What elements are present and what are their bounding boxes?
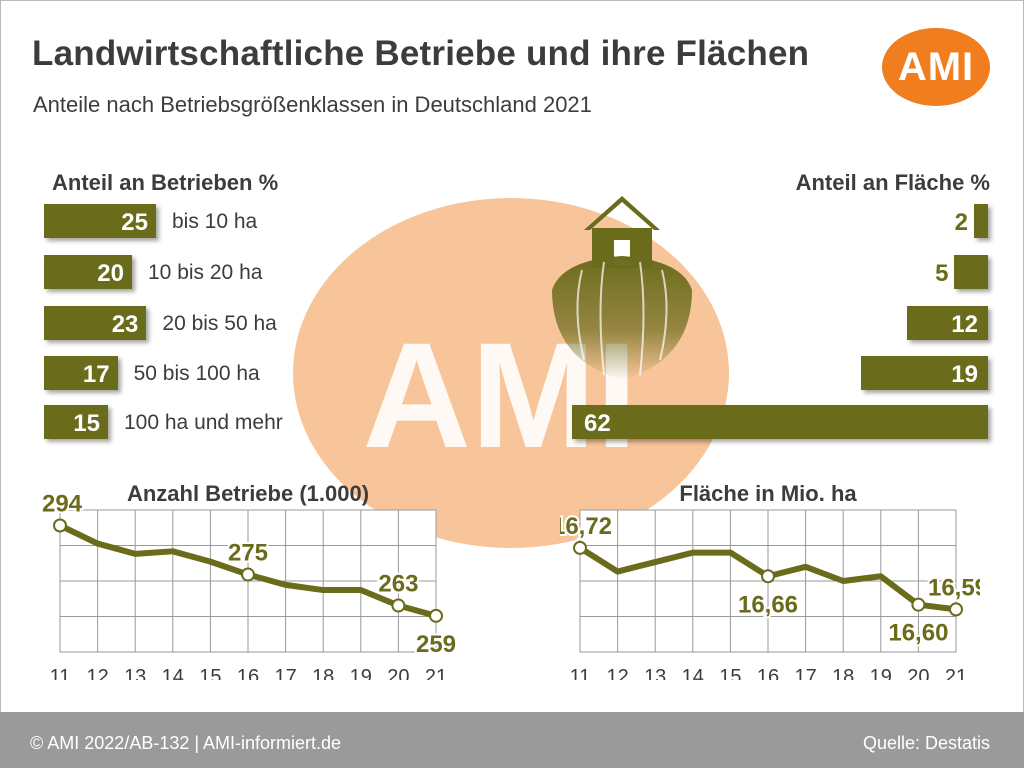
data-point-marker (949, 602, 963, 617)
x-tick-label: 19 (870, 666, 892, 680)
data-point-marker (573, 540, 587, 555)
x-tick-label: 15 (719, 666, 741, 680)
page-subtitle: Anteile nach Betriebsgrößenklassen in De… (33, 92, 592, 117)
left-bar-value: 20 (97, 260, 124, 287)
data-label: 263 (378, 571, 418, 598)
x-tick-label: 16 (757, 666, 779, 680)
footer-bar (0, 712, 1024, 768)
size-class-label: bis 10 ha (172, 210, 258, 233)
x-tick-label: 18 (312, 666, 334, 680)
left-bar-4: 15 (44, 405, 108, 439)
x-tick-label: 11 (570, 666, 591, 680)
line-chart-flaeche: Fläche in Mio. ha 11 12 13 14 15 16 17 18 19 20 21 1… (560, 481, 980, 680)
data-label: 275 (228, 540, 268, 567)
x-tick-label: 11 (50, 666, 71, 680)
x-tick-label: 16 (237, 666, 259, 680)
data-point-marker (429, 608, 443, 623)
data-point-marker (53, 518, 67, 533)
left-bar-value: 17 (82, 361, 110, 388)
right-bar-3: 19 (860, 356, 988, 390)
left-bar-2: 23 (44, 306, 147, 340)
ami-logo: AMI (882, 28, 990, 106)
data-point-marker (391, 598, 406, 613)
page-title: Landwirtschaftliche Betriebe und ihre Fl… (32, 34, 810, 73)
line-chart-title: Anzahl Betriebe (1.000) (127, 481, 369, 506)
footer-source: Quelle: Destatis (862, 733, 990, 753)
left-bar-value: 15 (73, 410, 100, 437)
farm-icon (552, 196, 692, 380)
x-tick-label: 14 (682, 666, 704, 680)
x-tick-label: 17 (794, 666, 816, 680)
right-bar-value: 5 (935, 260, 949, 287)
x-tick-label: 12 (606, 666, 628, 680)
x-tick-label: 13 (644, 666, 666, 680)
size-class-label: 20 bis 50 ha (162, 312, 277, 335)
x-tick-label: 18 (832, 666, 854, 680)
right-bar-2: 12 (907, 306, 988, 340)
data-point-marker (911, 597, 926, 612)
footer-copyright: © AMI 2022/AB-132 | AMI-informiert.de (30, 733, 342, 753)
data-label: 16,72 (560, 513, 612, 540)
right-bar-0: 2 (955, 204, 988, 238)
left-bar-3: 17 (44, 356, 118, 390)
x-tick-label: 20 (907, 666, 929, 680)
right-bar-value: 62 (584, 410, 611, 437)
data-label: 259 (416, 631, 456, 658)
line-chart-betriebe: Anzahl Betriebe (1.000) 11 12 13 14 15 16 17 18 1… (40, 481, 458, 680)
right-bar-chart-title: Anteil an Fläche % (795, 170, 990, 195)
right-bar-4: 62 (572, 405, 988, 439)
x-tick-label: 21 (425, 666, 447, 680)
right-bar-value: 2 (954, 209, 968, 236)
x-tick-label: 15 (199, 666, 221, 680)
size-class-label: 100 ha und mehr (124, 411, 283, 434)
left-bar-0: 25 (44, 204, 156, 238)
left-bar-value: 23 (111, 311, 139, 338)
data-label: 16,66 (738, 591, 798, 618)
x-tick-label: 19 (350, 666, 372, 680)
x-tick-label: 20 (387, 666, 409, 680)
right-bar-value: 12 (951, 311, 978, 338)
data-label: 16,60 (888, 620, 948, 647)
line-chart-title: Fläche in Mio. ha (679, 481, 857, 506)
data-label: 16,59 (928, 574, 980, 601)
size-class-label: 50 bis 100 ha (133, 362, 260, 385)
x-tick-label: 13 (124, 666, 146, 680)
right-bar-value: 19 (951, 361, 978, 388)
left-bar-1: 20 (44, 255, 132, 289)
x-tick-label: 12 (86, 666, 108, 680)
left-bar-chart-title: Anteil an Betrieben % (52, 170, 279, 195)
size-class-label: 10 bis 20 ha (148, 261, 263, 284)
x-tick-label: 17 (274, 666, 296, 680)
right-bar-1: 5 (935, 255, 988, 289)
data-point-marker (241, 567, 255, 582)
x-tick-label: 14 (162, 666, 184, 680)
data-point-marker (761, 569, 775, 584)
x-tick-label: 21 (945, 666, 967, 680)
data-label: 294 (42, 490, 83, 517)
left-bar-value: 25 (121, 209, 148, 236)
